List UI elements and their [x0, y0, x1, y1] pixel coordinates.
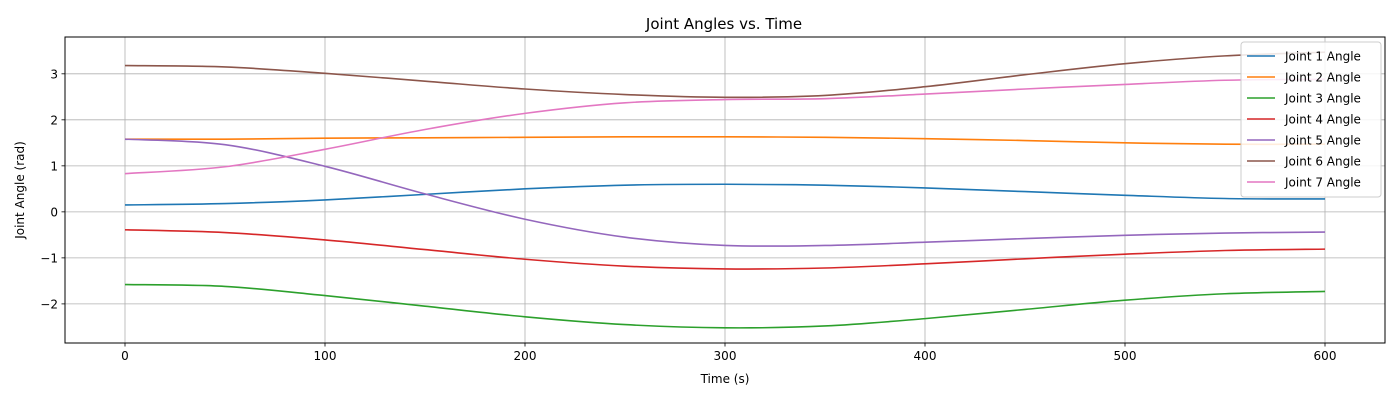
x-tick-label: 200 — [514, 349, 537, 363]
legend-label-joint-4: Joint 4 Angle — [1284, 113, 1361, 127]
legend-label-joint-5: Joint 5 Angle — [1284, 134, 1361, 148]
x-tick-label: 500 — [1114, 349, 1137, 363]
series-line-joint-6 — [124, 51, 1326, 99]
x-tick-label: 300 — [714, 349, 737, 363]
series-line-joint-5 — [124, 138, 1326, 247]
x-tick-label: 0 — [121, 349, 129, 363]
y-tick-label: 1 — [50, 159, 58, 173]
x-tick-label: 100 — [314, 349, 337, 363]
series-line-joint-4 — [124, 229, 1326, 270]
legend: Joint 1 Angle Joint 2 Angle Joint 3 Angle J… — [1240, 41, 1382, 198]
y-tick-label: 3 — [50, 67, 58, 81]
legend-label-joint-3: Joint 3 Angle — [1284, 92, 1361, 106]
y-tick-label: 2 — [50, 113, 58, 127]
legend-box — [1240, 41, 1382, 198]
y-tick-label: 0 — [50, 205, 58, 219]
x-tick-label: 600 — [1314, 349, 1337, 363]
series-line-joint-7 — [124, 78, 1326, 175]
series-lines — [124, 51, 1326, 329]
y-axis-title: Joint Angle (rad) — [13, 141, 27, 240]
series-line-joint-2 — [124, 135, 1326, 146]
y-tick-label: −1 — [40, 251, 58, 265]
chart-title: Joint Angles vs. Time — [645, 15, 802, 33]
legend-label-joint-2: Joint 2 Angle — [1284, 71, 1361, 85]
legend-label-joint-1: Joint 1 Angle — [1284, 50, 1361, 64]
series-line-joint-1 — [124, 183, 1326, 206]
grid — [65, 37, 1385, 343]
x-tick-label: 400 — [914, 349, 937, 363]
legend-label-joint-7: Joint 7 Angle — [1284, 176, 1361, 190]
x-axis-title: Time (s) — [700, 372, 750, 386]
axis-ticks: 0 100 200 300 400 500 600 −2 −1 0 1 2 3 — [40, 67, 1336, 363]
legend-label-joint-6: Joint 6 Angle — [1284, 155, 1361, 169]
y-tick-label: −2 — [40, 297, 58, 311]
series-line-joint-3 — [124, 283, 1326, 329]
